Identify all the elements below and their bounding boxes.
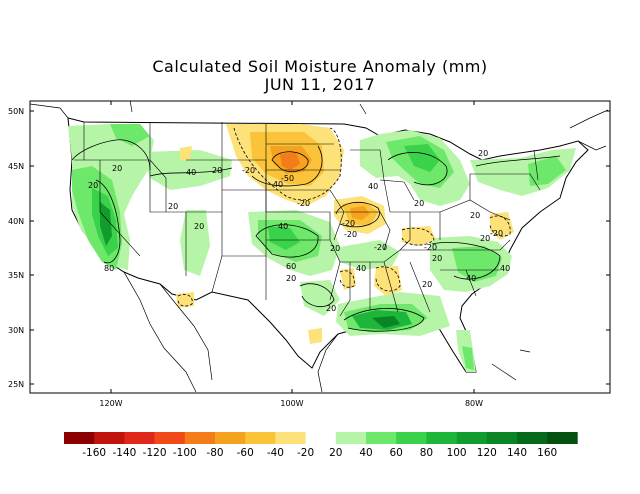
lat-axis: 50N 45N 40N 35N 30N 25N (8, 107, 610, 389)
contour-label: 20 (478, 149, 488, 158)
contour-label: -20 (424, 243, 437, 252)
contour-label: 20 (326, 304, 336, 313)
lat-tick-label: 45N (8, 162, 24, 171)
color-bar-swatch (366, 432, 397, 444)
contour-label: 20 (212, 166, 222, 175)
coastlines (30, 101, 609, 393)
color-bar-swatch (486, 432, 518, 444)
color-bar-label: 40 (359, 447, 372, 459)
contour-label: 20 (88, 181, 98, 190)
color-bar-label: -120 (143, 447, 167, 459)
lon-axis: 120W 100W 80W (99, 101, 483, 408)
contour-label: 20 (330, 244, 340, 253)
contour-label: 40 (186, 168, 196, 177)
contour-label: 20 (168, 202, 178, 211)
color-bar-label: 140 (507, 447, 527, 459)
color-bar-swatch (64, 432, 95, 444)
color-bar-swatch (245, 432, 276, 444)
contour-label: 20 (414, 199, 424, 208)
color-bar-swatch (94, 432, 125, 444)
color-bar-swatch (396, 432, 427, 444)
color-bar-label: -140 (112, 447, 136, 459)
contour-label: 20 (286, 274, 296, 283)
contour-label: 20 (432, 254, 442, 263)
contour-label: 60 (286, 262, 296, 271)
color-bar-swatch (547, 432, 578, 444)
contour-label: -20 (242, 166, 255, 175)
color-bar-label: -40 (267, 447, 284, 459)
contour-label: -40 (270, 180, 283, 189)
color-bar-label: 160 (537, 447, 557, 459)
color-bar-label: 60 (390, 447, 403, 459)
lat-tick-label: 50N (8, 107, 24, 116)
lat-tick-label: 35N (8, 271, 24, 280)
color-bar-label: -60 (237, 447, 254, 459)
contour-label: 40 (466, 274, 476, 283)
color-bar-swatch (215, 432, 246, 444)
contour-label: 20 (422, 280, 432, 289)
map-title: Calculated Soil Moisture Anomaly (mm) (152, 57, 488, 76)
contour-label: -20 (490, 229, 503, 238)
lon-tick-label: 80W (465, 399, 483, 408)
color-bar-label: -80 (206, 447, 223, 459)
lat-tick-label: 25N (8, 380, 24, 389)
contour-label: 20 (112, 164, 122, 173)
color-bar-label: 20 (329, 447, 342, 459)
contour-lines-negative (177, 127, 511, 307)
color-bar-swatch (275, 432, 306, 444)
lat-tick-label: 30N (8, 326, 24, 335)
contour-label: -20 (344, 230, 357, 239)
contour-label: 40 (368, 182, 378, 191)
color-bar-label: 100 (447, 447, 467, 459)
contour-label: 40 (278, 222, 288, 231)
contour-value-labels: 20 40 20 20 20 -40 -50 -20 -20 -20 40 20… (88, 149, 510, 313)
color-bar-swatch (124, 432, 155, 444)
contour-label: 20 (470, 211, 480, 220)
contour-label: -20 (374, 243, 387, 252)
lat-tick-label: 40N (8, 217, 24, 226)
color-bar-label: 120 (477, 447, 497, 459)
contour-label: 40 (500, 264, 510, 273)
color-bar-swatch (154, 432, 186, 444)
color-bar-label: -160 (82, 447, 106, 459)
contour-label: 20 (480, 234, 490, 243)
contour-label: 40 (356, 264, 366, 273)
color-bar-swatch (517, 432, 548, 444)
lon-tick-label: 120W (99, 399, 122, 408)
contour-label: -50 (281, 174, 294, 183)
map-frame (29, 100, 611, 394)
color-bar-swatch (426, 432, 457, 444)
map-date: JUN 11, 2017 (264, 75, 376, 94)
color-bar-swatch (335, 432, 367, 444)
map-panel (30, 101, 609, 393)
color-bar-swatch (305, 432, 337, 444)
lon-tick-label: 100W (280, 399, 303, 408)
contour-label: 80 (104, 264, 114, 273)
contour-label: -20 (297, 199, 310, 208)
contour-label: -20 (342, 219, 355, 228)
color-bar: -160 -140 -120 -100 -80 -60 -40 -20 20 40 60 80 100 1… (64, 432, 578, 459)
color-bar-label: 80 (420, 447, 433, 459)
contour-label: 20 (194, 222, 204, 231)
state-boundaries (74, 122, 541, 317)
color-bar-label: -20 (297, 447, 314, 459)
color-bar-swatch (456, 432, 488, 444)
color-bar-swatch (184, 432, 216, 444)
color-bar-label: -100 (173, 447, 197, 459)
contour-lines (71, 139, 561, 332)
